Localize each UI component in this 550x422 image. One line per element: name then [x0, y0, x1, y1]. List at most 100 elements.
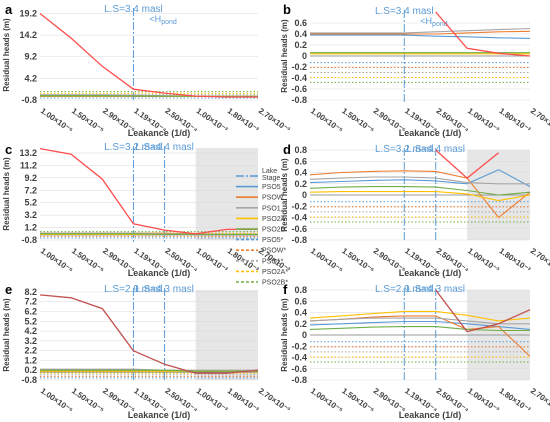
y-tick-label: 7.2	[24, 297, 37, 307]
panel-letter: e	[5, 282, 12, 297]
series-line-pso5	[309, 320, 531, 330]
y-axis-title: Residual heads (m)	[2, 157, 11, 231]
x-tick-label: 2.70×10⁻³	[529, 106, 550, 134]
y-tick-label: 13.2	[19, 148, 37, 158]
lake-stage-label: L.S=3.4 masl	[104, 4, 163, 15]
series-line-pso1	[309, 176, 530, 185]
legend-label: PSO2B	[262, 227, 286, 234]
series-line-pond	[435, 11, 531, 57]
y-tick-label: 2.2	[24, 346, 37, 356]
y-tick-label: 6.2	[24, 307, 37, 317]
x-tick-label: 2.70×10⁻³	[529, 246, 550, 274]
series-line-pso1	[310, 27, 531, 34]
y-tick-label: -0.8	[291, 375, 307, 385]
y-tick-label: 4.2	[24, 326, 37, 336]
y-tick-label: 9.2	[24, 173, 37, 183]
y-axis-title: Residual heads (m)	[280, 298, 289, 372]
x-tick-label: 1.50×10⁻⁵	[70, 106, 106, 135]
x-tick-label: 1.50×10⁻⁵	[340, 386, 376, 415]
x-tick-label: 1.00×10⁻³	[466, 106, 501, 134]
series-line-pso2b	[40, 233, 258, 235]
series-line-pond	[39, 294, 259, 374]
pond-annotation: <Hpond	[149, 14, 176, 26]
panel-letter: b	[283, 2, 291, 17]
y-tick-label: 7.2	[24, 185, 37, 195]
legend-label: PSO1	[262, 205, 281, 212]
lake-stage-label: L.S=3.4 masl	[375, 6, 434, 17]
lake-stage-label: L.S=3.2 masl	[104, 142, 163, 153]
lake-stage-label: L.S=2.9 masl	[375, 284, 434, 295]
y-tick-label: 0.8	[294, 145, 307, 155]
series-line-psow	[310, 30, 531, 35]
shaded-region	[195, 290, 258, 380]
lake-stage-label: L.S=2.9 masl	[104, 284, 163, 295]
y-tick-label: -0.2	[291, 62, 307, 72]
y-tick-label: 9.2	[24, 52, 37, 62]
x-axis-title: Leakance (1/d)	[399, 128, 462, 138]
panel-c: -0.81.23.25.27.29.211.213.2 L.S=3.2 maslL…	[2, 142, 292, 278]
x-tick-label: 1.00×10⁻⁵	[309, 246, 345, 275]
x-tick-label: 1.00×10⁻⁵	[39, 246, 75, 275]
y-tick-label: 3.2	[24, 210, 37, 220]
y-tick-label: -0.8	[291, 235, 307, 245]
y-tick-label: 0.6	[294, 18, 307, 28]
x-axis-title: Leakance (1/d)	[128, 128, 191, 138]
series-line-pso2a	[309, 310, 531, 322]
x-tick-label: 1.80×10⁻³	[497, 106, 532, 134]
y-tick-label: 1.2	[24, 355, 37, 365]
legend-label: PSO1*	[262, 258, 284, 265]
x-tick-label: 1.80×10⁻³	[497, 386, 532, 414]
y-tick-label: -0.2	[291, 341, 307, 351]
x-tick-label: 1.80×10⁻³	[226, 106, 261, 134]
panel-e: -0.80.21.22.23.24.25.26.27.28.2 L.S=2.9 m…	[2, 282, 292, 420]
y-tick-label: 8.2	[24, 287, 37, 297]
y-tick-label: 0.4	[294, 308, 307, 318]
series-line-pso2b	[309, 186, 531, 196]
y-tick-label: 0.2	[294, 40, 307, 50]
series-line-pso5	[309, 169, 531, 188]
y-tick-label: 5.2	[24, 316, 37, 326]
y-tick-label: 19.2	[19, 8, 37, 18]
y-tick-label: -0.6	[291, 364, 307, 374]
panel-letter: f	[283, 282, 288, 297]
panel-letter: d	[283, 142, 291, 157]
shaded-region	[195, 148, 258, 240]
y-tick-label: -0.4	[291, 73, 307, 83]
y-tick-label: -0.6	[291, 224, 307, 234]
series-line-pond	[435, 289, 531, 333]
y-tick-label: 0.2	[294, 179, 307, 189]
y-tick-label: 0.4	[294, 29, 307, 39]
y-tick-label: -0.8	[21, 375, 37, 385]
y-tick-label: -0.6	[291, 84, 307, 94]
lake-stage-label: L.S=4.3 masl	[406, 284, 465, 295]
y-tick-label: 14.2	[19, 30, 37, 40]
y-tick-label: 4.2	[24, 73, 37, 83]
y-tick-label: -0.4	[291, 353, 307, 363]
y-axis-title: Residual heads (m)	[280, 158, 289, 232]
y-tick-label: 5.2	[24, 198, 37, 208]
x-tick-label: 1.50×10⁻⁵	[70, 246, 106, 275]
legend-label: Lake	[262, 168, 277, 175]
x-tick-label: 1.00×10⁻⁵	[309, 386, 345, 415]
x-tick-label: 1.00×10⁻³	[466, 246, 501, 274]
y-axis-title: Residual heads (m)	[2, 18, 11, 92]
lake-stage-label: L.S=4.4 masl	[135, 142, 194, 153]
y-tick-label: -0.2	[291, 201, 307, 211]
legend-label: PSO2A*	[262, 269, 288, 276]
x-axis-title: Leakance (1/d)	[128, 410, 191, 420]
lake-stage-label: L.S=3.2 masl	[375, 144, 434, 155]
y-tick-label: -0.8	[21, 235, 37, 245]
legend-label: Stage	[262, 175, 280, 182]
panel-f: -0.8-0.6-0.4 -0.200.20.4 0.60.8 L.S=2.9 mas…	[280, 282, 550, 420]
y-tick-label: 11.2	[20, 160, 37, 170]
x-tick-label: 1.80×10⁻³	[226, 386, 261, 414]
y-tick-label: -0.8	[21, 95, 37, 105]
series-line-pso5	[310, 34, 531, 39]
legend-label: PSOW*	[262, 248, 286, 255]
y-tick-label: 0	[302, 51, 307, 61]
lake-stage-label: L.S=4.3 masl	[135, 284, 194, 295]
x-axis-title: Leakance (1/d)	[399, 410, 462, 420]
lake-stage-label: L.S=4.4 masl	[406, 144, 465, 155]
y-tick-label: -0.8	[291, 95, 307, 105]
